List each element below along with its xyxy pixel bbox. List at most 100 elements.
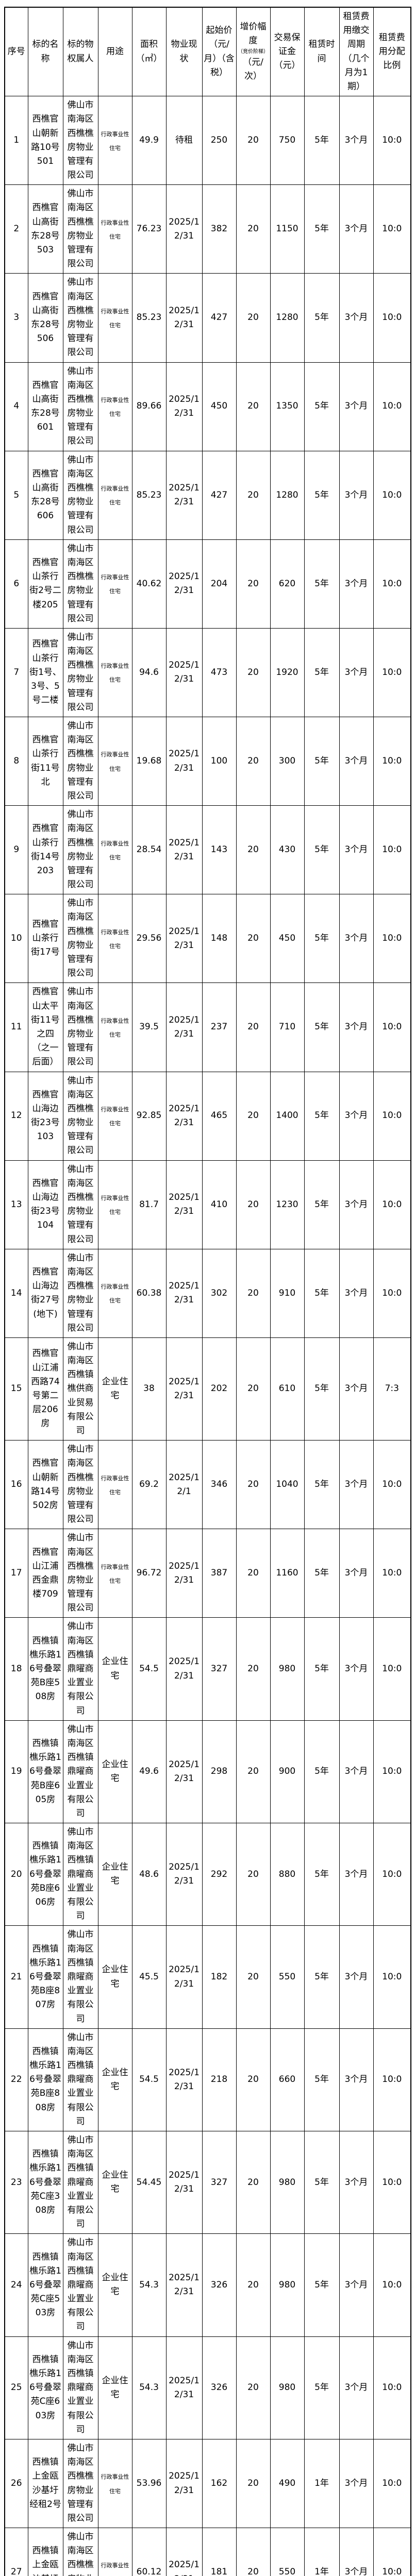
- col-header-index: 序号: [4, 7, 28, 97]
- cell-term-value: 5年: [314, 224, 329, 234]
- cell-pay-cycle: 3个月: [339, 184, 374, 274]
- cell-target-name: 西樵官山江浦西路74号第二层206房: [27, 1337, 63, 1441]
- cell-owner: 佛山市南海区西樵樵房物业管理有限公司: [62, 1440, 98, 1530]
- cell-target-name: 西樵镇樵乐路16号叠翠苑B座605房: [27, 1720, 63, 1824]
- cell-status-value: 2025/12/31: [169, 1862, 200, 1887]
- cell-term-value: 5年: [314, 1766, 329, 1777]
- cell-pay-cycle: 3个月: [339, 1440, 374, 1530]
- cell-owner: 佛山市南海区西樵樵房物业管理有限公司: [62, 1071, 98, 1161]
- cell-term-value: 5年: [314, 1110, 329, 1121]
- cell-index-value: 20: [10, 1869, 22, 1879]
- table-row: 20 西樵镇樵乐路16号叠翠苑B座606房 佛山市南海区西樵镇鼎曜商业置业有限公…: [4, 1823, 411, 1926]
- cell-pay-cycle-value: 3个月: [344, 1971, 368, 1982]
- cell-fee-ratio-value: 7:3: [385, 1383, 399, 1394]
- cell-target-name-value: 西樵官山高街东28号503: [31, 202, 60, 255]
- cell-status: 2025/12/31: [165, 2438, 203, 2529]
- cell-owner-value: 佛山市南海区西樵镇鼎曜商业置业有限公司: [67, 1621, 94, 1716]
- col-header-use-label: 用途: [106, 46, 124, 57]
- cell-target-name: 西樵镇樵乐路16号叠翠苑B座606房: [27, 1823, 63, 1926]
- cell-status-value: 2025/12/31: [169, 837, 200, 862]
- cell-term: 5年: [304, 716, 340, 806]
- cell-fee-ratio-value: 10:0: [382, 933, 402, 944]
- cell-start-price: 346: [202, 1440, 237, 1530]
- cell-owner: 佛山市南海区西樵镇鼎曜商业置业有限公司: [62, 1617, 98, 1721]
- cell-start-price: 204: [202, 539, 237, 629]
- cell-target-name-value: 西樵官山江浦西金鼎楼709: [32, 1547, 59, 1600]
- cell-use-value: 行政事业性住宅: [101, 130, 129, 151]
- cell-owner-value: 佛山市南海区西樵樵房物业管理有限公司: [67, 987, 94, 1067]
- cell-increment: 20: [236, 716, 271, 806]
- cell-use: 企业住宅: [97, 2233, 132, 2337]
- cell-status: 2025/12/31: [165, 2130, 203, 2234]
- cell-pay-cycle-value: 3个月: [344, 224, 368, 234]
- cell-status: 2025/12/31: [165, 628, 203, 718]
- cell-term: 5年: [304, 1440, 340, 1530]
- cell-fee-ratio: 10:0: [373, 982, 411, 1072]
- cell-term: 5年: [304, 184, 340, 274]
- col-header-term: 租赁时间: [304, 7, 340, 97]
- cell-area: 60.12: [131, 2528, 167, 2576]
- cell-increment: 20: [236, 1337, 271, 1441]
- cell-area-value: 69.2: [139, 1479, 159, 1490]
- cell-target-name-value: 西樵官山江浦西路74号第二层206房: [31, 1348, 60, 1429]
- col-header-pay-cycle: 租赁费用缴交周期（几个月为1期）: [339, 7, 374, 97]
- cell-owner-value: 佛山市南海区西樵镇樵供商业贸易有限公司: [67, 1341, 94, 1436]
- cell-area-value: 38: [143, 1383, 155, 1394]
- cell-increment: 20: [236, 2233, 271, 2337]
- cell-start-price-value: 326: [210, 2382, 228, 2393]
- cell-term-value: 5年: [314, 2074, 329, 2085]
- cell-target-name-value: 西樵镇樵乐路16号叠翠苑C座603房: [29, 2354, 61, 2421]
- cell-start-price-value: 237: [210, 1022, 228, 1032]
- cell-index: 17: [4, 1529, 28, 1618]
- cell-area: 29.56: [131, 894, 167, 984]
- cell-area: 48.6: [131, 1823, 167, 1926]
- col-header-area-label: 面积（㎡）: [136, 39, 162, 64]
- cell-start-price-value: 148: [210, 933, 228, 944]
- cell-use-value: 行政事业性住宅: [101, 574, 129, 595]
- cell-index-value: 21: [10, 1971, 22, 1982]
- cell-use: 行政事业性住宅: [97, 273, 132, 363]
- table-row: 2 西樵官山高街东28号503 佛山市南海区西樵樵房物业管理有限公司 行政事业性…: [4, 184, 411, 274]
- cell-pay-cycle-value: 3个月: [344, 755, 368, 766]
- cell-deposit: 660: [270, 2028, 305, 2132]
- rental-listings-table: 序号 标的名称 标的物权属人 用途 面积（㎡） 物业现状 起始价（元/月）（含税…: [4, 7, 411, 2576]
- cell-deposit-value: 980: [278, 1664, 296, 1674]
- cell-index: 6: [4, 539, 28, 629]
- cell-use: 行政事业性住宅: [97, 450, 132, 540]
- cell-target-name-value: 西樵镇樵乐路16号叠翠苑B座605房: [29, 1738, 61, 1805]
- cell-status: 2025/12/31: [165, 1617, 203, 1721]
- col-header-term-label: 租赁时间: [308, 39, 335, 64]
- cell-index: 10: [4, 894, 28, 984]
- cell-use: 行政事业性住宅: [97, 362, 132, 451]
- cell-deposit-value: 1040: [276, 1479, 298, 1490]
- cell-pay-cycle: 3个月: [339, 1823, 374, 1926]
- cell-owner-value: 佛山市南海区西樵樵房物业管理有限公司: [67, 543, 94, 624]
- cell-pay-cycle-value: 3个月: [344, 1479, 368, 1490]
- cell-increment-value: 20: [247, 401, 259, 412]
- cell-index: 25: [4, 2336, 28, 2439]
- cell-target-name: 西樵官山茶行街14号203: [27, 805, 63, 895]
- cell-fee-ratio-value: 10:0: [382, 2382, 402, 2393]
- cell-increment-value: 20: [247, 224, 259, 234]
- cell-owner: 佛山市南海区西樵镇鼎曜商业置业有限公司: [62, 1720, 98, 1824]
- cell-fee-ratio-value: 10:0: [382, 1971, 402, 1982]
- cell-pay-cycle-value: 3个月: [344, 2478, 368, 2488]
- cell-pay-cycle-value: 3个月: [344, 1199, 368, 1210]
- cell-deposit: 980: [270, 2336, 305, 2439]
- cell-deposit: 550: [270, 2528, 305, 2576]
- cell-status: 2025/12/31: [165, 1529, 203, 1618]
- cell-increment-value: 20: [247, 667, 259, 677]
- cell-target-name-value: 西樵镇上金瓯沙基圩经租5号: [32, 2546, 59, 2576]
- cell-use-value: 行政事业性住宅: [101, 1475, 129, 1496]
- cell-fee-ratio: 10:0: [373, 1529, 411, 1618]
- cell-start-price: 326: [202, 2233, 237, 2337]
- cell-area-value: 40.62: [136, 578, 162, 589]
- cell-start-price-value: 143: [210, 844, 228, 855]
- table-row: 4 西樵官山高街东28号601 佛山市南海区西樵樵房物业管理有限公司 行政事业性…: [4, 362, 411, 451]
- cell-index-value: 18: [10, 1664, 22, 1674]
- cell-index: 2: [4, 184, 28, 274]
- cell-area-value: 92.85: [136, 1110, 162, 1121]
- cell-target-name-value: 西樵官山茶行街11号北: [31, 735, 60, 787]
- cell-owner-value: 佛山市南海区西樵镇鼎曜商业置业有限公司: [67, 1724, 94, 1819]
